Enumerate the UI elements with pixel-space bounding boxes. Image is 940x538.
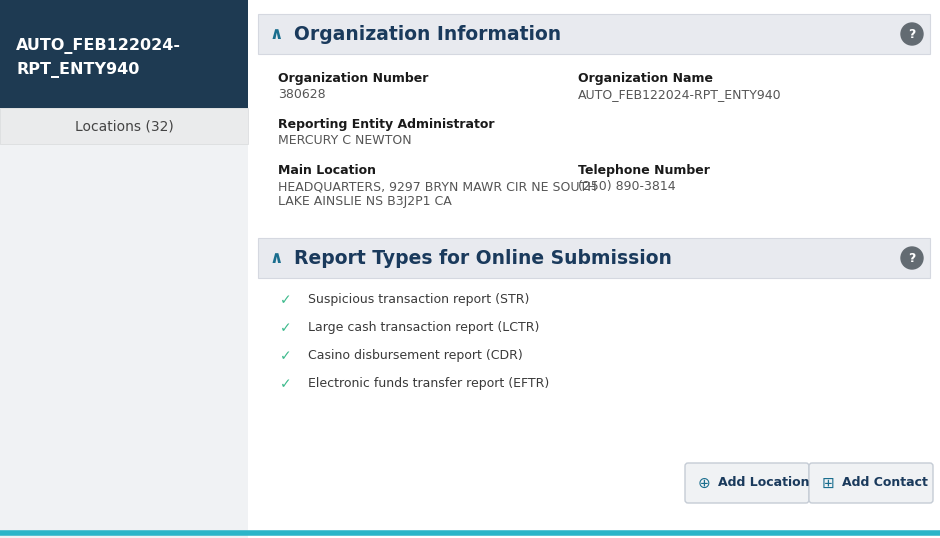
Text: Main Location: Main Location — [278, 164, 376, 177]
Text: Organization Name: Organization Name — [578, 72, 713, 85]
Circle shape — [901, 23, 923, 45]
Text: AUTO_FEB122024-: AUTO_FEB122024- — [16, 38, 181, 54]
FancyBboxPatch shape — [248, 0, 940, 538]
Text: Organization Information: Organization Information — [294, 25, 561, 44]
Text: Locations (32): Locations (32) — [74, 119, 173, 133]
FancyBboxPatch shape — [258, 238, 930, 278]
Text: RPT_ENTY940: RPT_ENTY940 — [16, 62, 139, 78]
Text: ✓: ✓ — [280, 293, 291, 307]
Text: ?: ? — [908, 27, 916, 40]
FancyBboxPatch shape — [0, 108, 248, 144]
Text: Add Location: Add Location — [718, 477, 809, 490]
Text: ✓: ✓ — [280, 321, 291, 335]
Text: ?: ? — [908, 251, 916, 265]
Text: ⊞: ⊞ — [822, 476, 835, 491]
Text: LAKE AINSLIE NS B3J2P1 CA: LAKE AINSLIE NS B3J2P1 CA — [278, 195, 452, 208]
Circle shape — [901, 247, 923, 269]
Text: Reporting Entity Administrator: Reporting Entity Administrator — [278, 118, 494, 131]
Text: Suspicious transaction report (STR): Suspicious transaction report (STR) — [308, 294, 529, 307]
Text: AUTO_FEB122024-RPT_ENTY940: AUTO_FEB122024-RPT_ENTY940 — [578, 88, 782, 101]
Text: Casino disbursement report (CDR): Casino disbursement report (CDR) — [308, 350, 523, 363]
Text: Report Types for Online Submission: Report Types for Online Submission — [294, 249, 672, 267]
Text: Add Contact: Add Contact — [842, 477, 928, 490]
Text: Organization Number: Organization Number — [278, 72, 429, 85]
Text: Large cash transaction report (LCTR): Large cash transaction report (LCTR) — [308, 322, 540, 335]
Text: 380628: 380628 — [278, 88, 325, 101]
Text: ∧: ∧ — [269, 249, 283, 267]
FancyBboxPatch shape — [258, 14, 930, 54]
Text: MERCURY C NEWTON: MERCURY C NEWTON — [278, 134, 412, 147]
FancyBboxPatch shape — [685, 463, 809, 503]
Text: Electronic funds transfer report (EFTR): Electronic funds transfer report (EFTR) — [308, 378, 549, 391]
Text: Telephone Number: Telephone Number — [578, 164, 710, 177]
Text: (250) 890-3814: (250) 890-3814 — [578, 180, 676, 193]
Text: HEADQUARTERS, 9297 BRYN MAWR CIR NE SOUTH: HEADQUARTERS, 9297 BRYN MAWR CIR NE SOUT… — [278, 180, 597, 193]
Text: ⊕: ⊕ — [697, 476, 711, 491]
FancyBboxPatch shape — [0, 0, 248, 108]
Text: ∧: ∧ — [269, 25, 283, 43]
FancyBboxPatch shape — [809, 463, 933, 503]
Text: ✓: ✓ — [280, 349, 291, 363]
Text: ✓: ✓ — [280, 377, 291, 391]
